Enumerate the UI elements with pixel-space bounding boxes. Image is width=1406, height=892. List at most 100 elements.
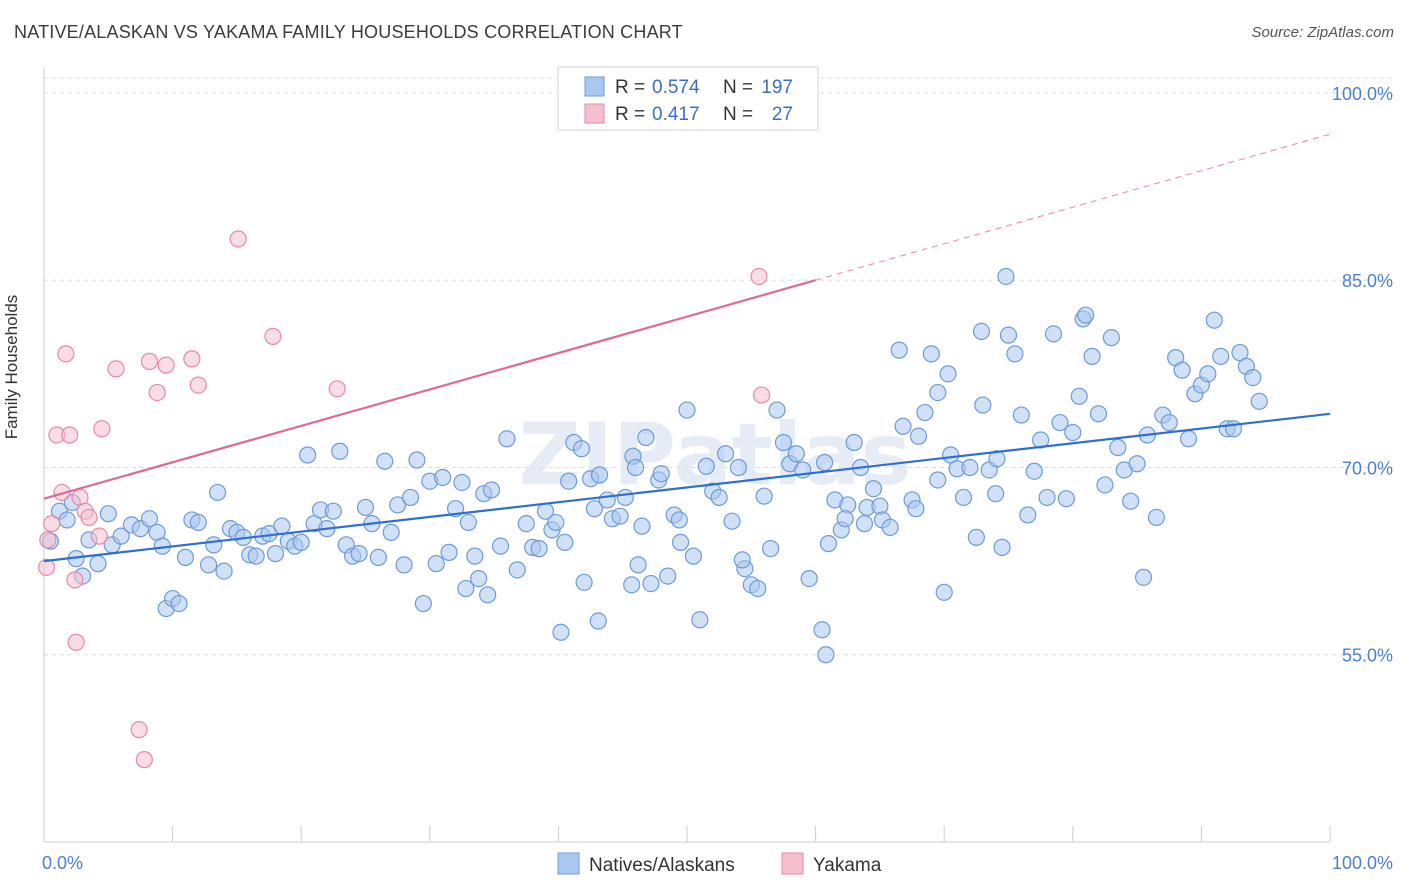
point-natives-alaskans [755, 487, 773, 505]
point-natives-alaskans [881, 518, 899, 537]
point-natives-alaskans [470, 569, 488, 588]
point-natives-alaskans [890, 341, 908, 359]
legend-swatch-yakama [584, 103, 605, 124]
point-natives-alaskans [356, 498, 375, 517]
point-natives-alaskans [954, 488, 973, 507]
point-natives-alaskans [623, 576, 641, 594]
point-natives-alaskans [434, 468, 452, 487]
point-natives-alaskans [1012, 406, 1030, 424]
point-natives-alaskans [89, 555, 107, 573]
point-natives-alaskans [637, 428, 655, 447]
trend-extension-yakama [815, 133, 1331, 281]
point-yakama [37, 558, 56, 576]
point-natives-alaskans [209, 483, 227, 502]
point-natives-alaskans [1179, 430, 1198, 448]
point-natives-alaskans [967, 528, 985, 546]
x-tick-label: 0.0% [42, 853, 83, 873]
point-natives-alaskans [247, 547, 265, 565]
point-natives-alaskans [1077, 306, 1095, 324]
point-yakama [66, 571, 84, 589]
point-natives-alaskans [1205, 311, 1223, 329]
point-natives-alaskans [585, 500, 604, 518]
legend-r-label: R = [615, 104, 645, 125]
legend-r-value: 0.574 [652, 77, 700, 98]
legend-swatch-natives-alaskans [584, 76, 605, 97]
point-natives-alaskans [376, 452, 394, 470]
point-natives-alaskans [684, 547, 703, 565]
point-natives-alaskans [626, 458, 645, 477]
point-natives-alaskans [453, 473, 471, 492]
bottom-legend-swatch-yakama [781, 852, 804, 875]
point-natives-alaskans [99, 505, 117, 523]
point-yakama [264, 327, 282, 346]
point-natives-alaskans [292, 533, 310, 551]
point-yakama [43, 515, 61, 533]
point-natives-alaskans [670, 511, 688, 529]
point-natives-alaskans [929, 471, 947, 489]
bottom-legend-label-yakama: Yakama [813, 855, 882, 876]
point-natives-alaskans [1231, 344, 1249, 362]
point-natives-alaskans [479, 586, 497, 604]
point-natives-alaskans [671, 533, 690, 551]
point-natives-alaskans [1025, 462, 1043, 480]
point-natives-alaskans [498, 430, 516, 448]
point-natives-alaskans [761, 540, 780, 558]
trend-lines [43, 133, 1331, 563]
point-natives-alaskans [942, 446, 960, 464]
point-natives-alaskans [1212, 347, 1230, 365]
point-yakama [328, 380, 346, 398]
point-natives-alaskans [459, 513, 477, 532]
point-natives-alaskans [440, 543, 458, 561]
point-natives-alaskans [774, 433, 793, 452]
point-natives-alaskans [324, 502, 342, 520]
point-yakama [135, 751, 153, 769]
point-natives-alaskans [331, 442, 349, 460]
point-natives-alaskans [813, 621, 831, 639]
point-natives-alaskans [1173, 361, 1191, 379]
legend-n-label: N = [723, 104, 753, 125]
point-natives-alaskans [987, 485, 1005, 503]
point-natives-alaskans [716, 445, 735, 463]
legend-r-value: 0.417 [652, 104, 700, 125]
y-tick-label: 85.0% [1342, 271, 1393, 291]
point-natives-alaskans [1109, 438, 1127, 457]
point-natives-alaskans [560, 472, 578, 490]
point-natives-alaskans [1089, 405, 1108, 423]
point-natives-alaskans [1083, 347, 1101, 365]
point-natives-alaskans [909, 427, 928, 445]
point-natives-alaskans [723, 512, 741, 530]
point-natives-alaskans [961, 458, 979, 477]
point-natives-alaskans [215, 562, 233, 580]
point-natives-alaskans [482, 481, 501, 499]
source-label: Source: ZipAtlas.com [1251, 24, 1394, 41]
point-natives-alaskans [999, 326, 1018, 344]
point-natives-alaskans [710, 488, 728, 507]
point-natives-alaskans [590, 466, 609, 484]
point-yakama [752, 386, 771, 404]
point-natives-alaskans [768, 401, 786, 419]
point-natives-alaskans [916, 403, 934, 422]
point-yakama [183, 350, 201, 368]
point-natives-alaskans [170, 594, 188, 613]
point-natives-alaskans [508, 561, 526, 579]
point-natives-alaskans [112, 527, 130, 545]
point-natives-alaskans [395, 556, 413, 574]
point-natives-alaskans [1128, 455, 1146, 473]
point-natives-alaskans [836, 510, 854, 528]
point-natives-alaskans [697, 457, 715, 475]
point-natives-alaskans [140, 510, 159, 528]
point-natives-alaskans [58, 511, 76, 529]
point-natives-alaskans [598, 491, 616, 509]
point-natives-alaskans [907, 500, 925, 518]
point-natives-alaskans [929, 383, 947, 402]
point-natives-alaskans [616, 488, 634, 507]
legend-r-label: R = [615, 77, 645, 98]
point-natives-alaskans [611, 507, 629, 525]
point-natives-alaskans [993, 538, 1011, 556]
point-natives-alaskans [457, 579, 475, 598]
point-natives-alaskans [1057, 490, 1075, 508]
point-natives-alaskans [466, 547, 484, 565]
point-natives-alaskans [1147, 508, 1165, 527]
legend: R = 0.574 N = 197 R = 0.417 N = 27 [557, 66, 819, 131]
